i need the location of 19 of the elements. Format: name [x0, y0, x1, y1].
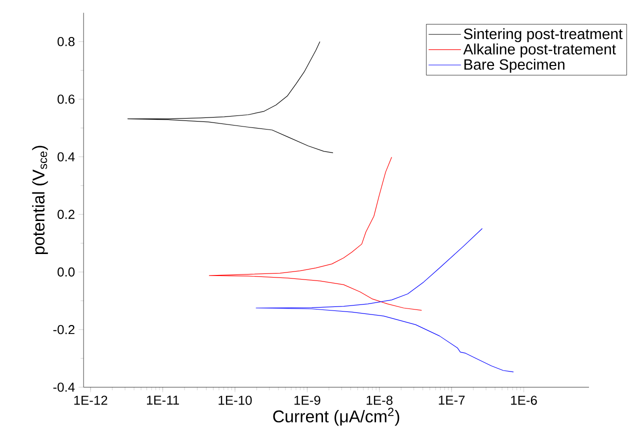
x-tick-label: 1E-10 — [218, 396, 252, 405]
x-tick-label: 1E-12 — [74, 396, 108, 405]
y-tick-label: 0.8 — [58, 37, 75, 46]
legend-label: Bare Specimen — [464, 58, 564, 73]
y-tick-label: 0.6 — [58, 94, 75, 104]
legend-label: Sintering post-treatment — [464, 28, 623, 42]
x-axis-title: Current (μA/cm$^{2}$) — [273, 408, 400, 426]
legend-label: Alkaline post-tratement — [463, 44, 616, 58]
y-tick-label: 0.0 — [58, 267, 75, 277]
x-tick-label: 1E-8 — [366, 396, 392, 405]
x-tick-label: 1E-9 — [294, 396, 320, 405]
y-axis-title: potential (V$_{sce}$) — [32, 146, 48, 254]
y-tick-label: -0.2 — [53, 325, 74, 334]
x-tick-label: 1E-6 — [511, 396, 537, 405]
x-tick-label: 1E-11 — [146, 396, 179, 405]
x-tick-label: 1E-7 — [438, 396, 465, 405]
y-tick-label: 0.4 — [58, 152, 75, 162]
y-tick-label: 0.2 — [58, 210, 74, 219]
y-tick-label: -0.4 — [53, 382, 75, 392]
